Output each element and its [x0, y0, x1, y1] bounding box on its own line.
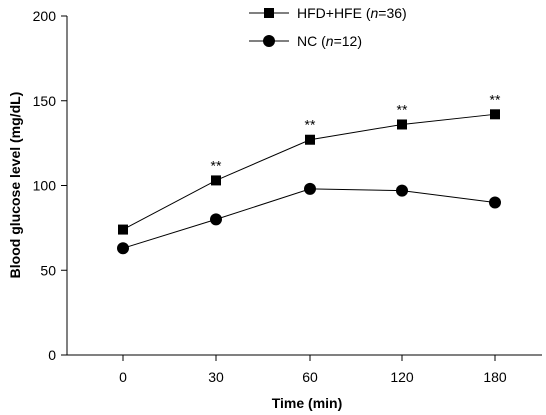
significance-label: **: [490, 91, 501, 107]
chart-series: ** ** ** **: [117, 91, 501, 255]
legend-item: NC (n=12): [249, 33, 362, 49]
y-axis-title: Blood glucose level (mg/dL): [7, 92, 23, 279]
legend-item: HFD+HFE (n=36): [249, 5, 407, 21]
y-tick-label: 200: [33, 8, 57, 24]
y-tick-label: 0: [48, 347, 56, 363]
legend-label: NC (n=12): [297, 33, 362, 49]
square-data-point: [118, 224, 128, 235]
series-group: ** ** ** **: [118, 91, 501, 235]
x-tick-label: 180: [483, 369, 507, 385]
chart-ticks: 0 50 100 150 200 0 30 60 120 180: [33, 8, 507, 385]
significance-label: **: [211, 157, 222, 173]
significance-label: **: [397, 101, 408, 117]
y-tick-label: 150: [33, 93, 57, 109]
circle-data-point: [210, 213, 222, 226]
legend-label: HFD+HFE (n=36): [297, 5, 407, 21]
circle-data-point: [489, 196, 501, 209]
chart-axes: [66, 16, 542, 356]
x-axis-title: Time (min): [272, 395, 343, 411]
series-group: [117, 182, 501, 255]
square-data-point: [397, 119, 407, 130]
square-data-point: [490, 109, 500, 120]
x-tick-label: 120: [390, 369, 414, 385]
x-tick-label: 30: [208, 369, 224, 385]
x-tick-label: 60: [302, 369, 318, 385]
series-line: [122, 188, 496, 249]
circle-data-point: [396, 184, 408, 197]
square-data-point: [211, 175, 221, 186]
y-tick-label: 100: [33, 178, 57, 194]
y-tick-label: 50: [40, 262, 56, 278]
x-tick-label: 0: [119, 369, 127, 385]
legend-square-marker: [264, 8, 274, 18]
square-data-point: [305, 134, 315, 145]
circle-data-point: [304, 182, 316, 195]
circle-data-point: [117, 242, 129, 255]
legend-circle-marker: [263, 35, 275, 47]
significance-label: **: [305, 117, 316, 133]
chart-legend: HFD+HFE (n=36) NC (n=12): [249, 5, 407, 49]
